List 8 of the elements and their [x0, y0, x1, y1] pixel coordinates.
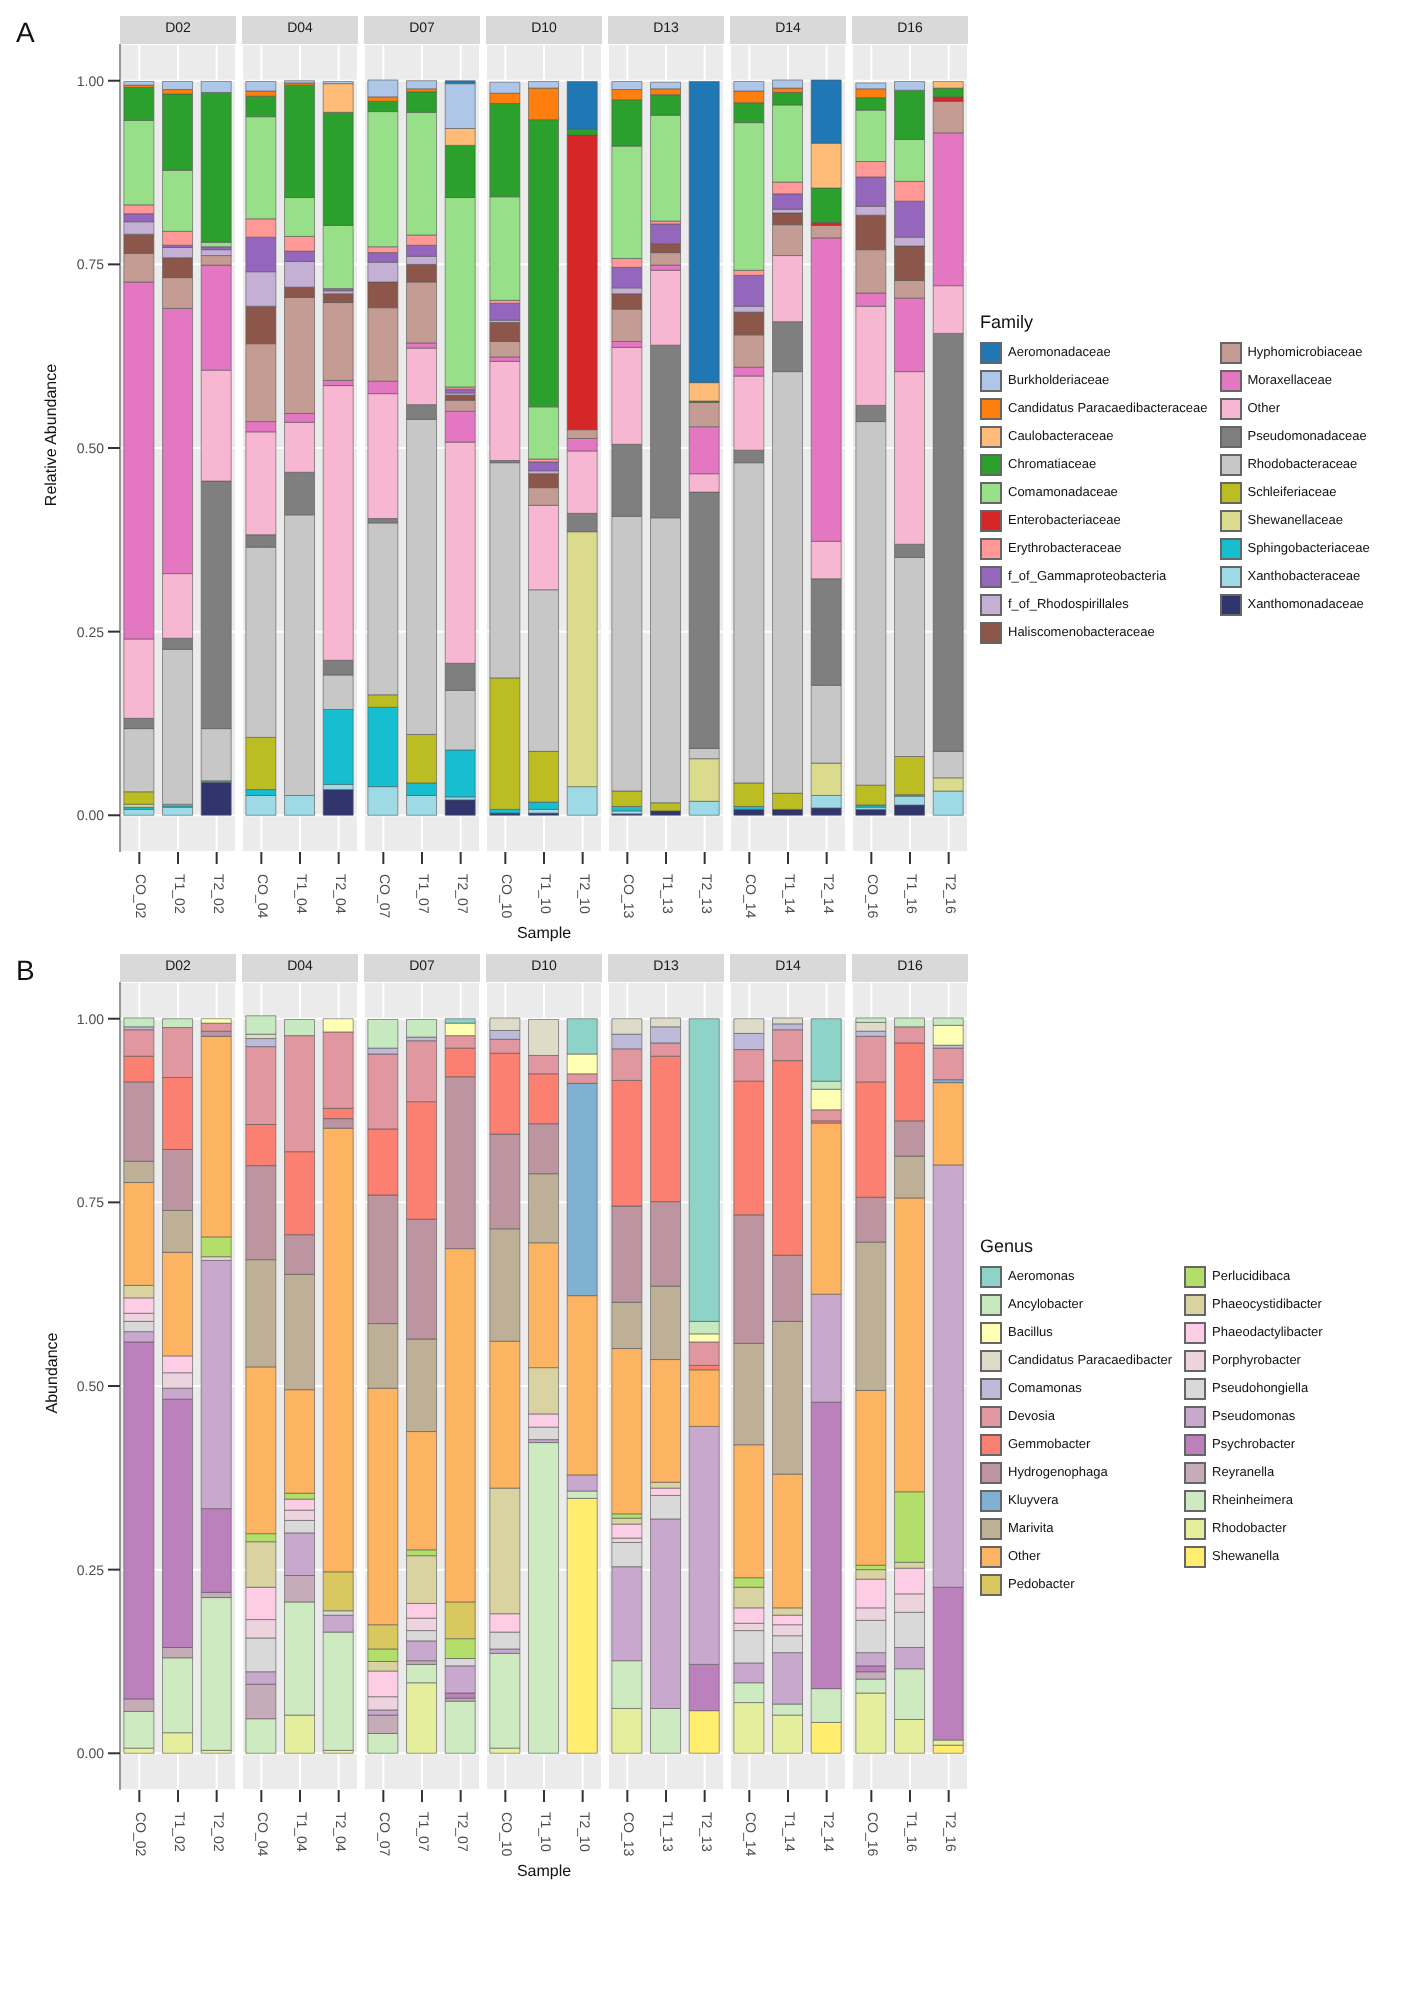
y-axis-title: Abundance	[43, 1331, 62, 1413]
legend-title: Genus	[980, 1235, 1036, 1255]
y-axis-title: Relative Abundance	[43, 362, 62, 506]
x-axis-title: Sample	[514, 924, 574, 942]
legend-title: Family	[980, 311, 1035, 331]
x-axis-title: Sample	[514, 1862, 574, 1880]
text: B	[16, 954, 37, 986]
text: A	[16, 16, 37, 48]
